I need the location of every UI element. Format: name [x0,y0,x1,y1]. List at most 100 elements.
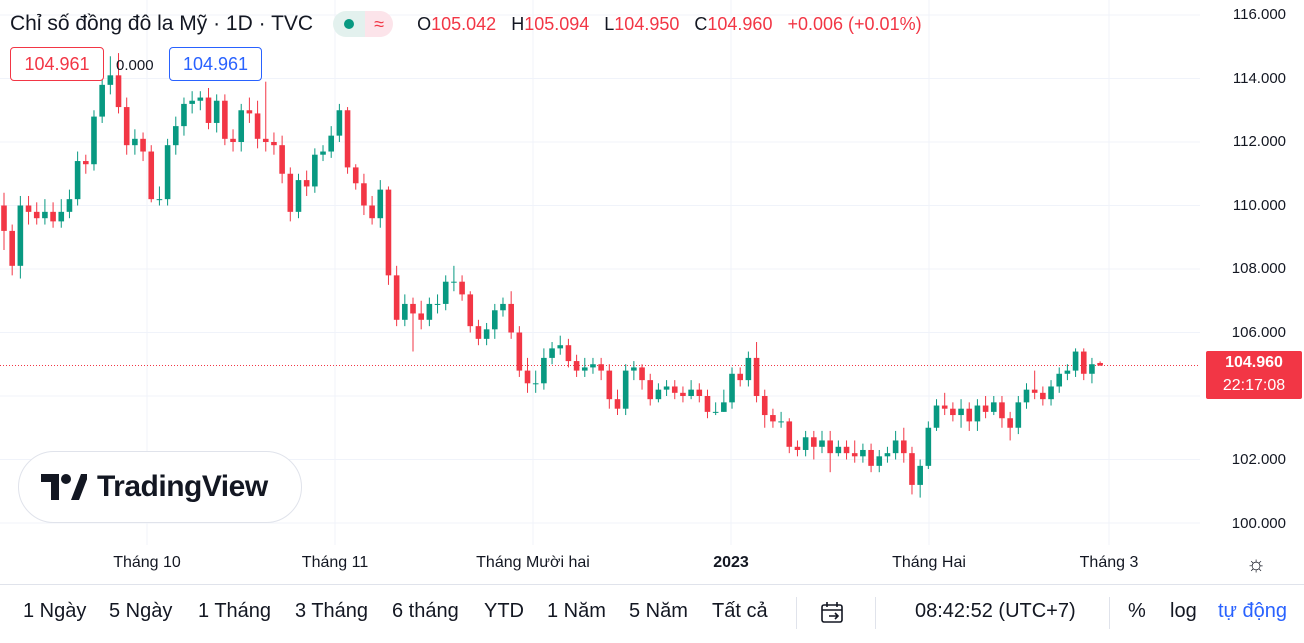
candle-body [802,437,809,450]
candle [83,154,89,174]
candle-body [794,446,801,450]
candle [303,170,310,196]
candle [312,148,318,193]
range-5d-button[interactable]: 5 Ngày [109,600,173,622]
settings-gear-icon[interactable]: ☼ [1246,551,1267,576]
candle [156,186,163,206]
range-all-button[interactable]: Tất cả [712,600,768,622]
y-tick-label: 116.000 [1232,6,1286,23]
y-tick-label: 110.000 [1232,197,1286,214]
candle [1072,348,1079,377]
candle [1097,361,1103,366]
sell-price-button[interactable]: 104.961 [10,47,104,81]
candle [1015,396,1022,435]
range-6m-button[interactable]: 6 tháng [392,600,459,622]
candle [761,389,768,428]
candle-body [230,138,236,142]
candle-body [287,173,294,212]
candle-body [1015,402,1022,428]
candle [287,167,294,222]
low-label: L [604,13,615,34]
candle-body [1048,386,1054,400]
candle [369,195,375,225]
candle [581,357,588,377]
candle-body [761,396,768,416]
candle [680,386,686,403]
candle [925,421,932,470]
candle-body [189,100,195,104]
candle-body [811,437,817,447]
candle-body [369,205,375,219]
candle [729,367,735,409]
candle [671,380,678,400]
range-1m-button[interactable]: 1 Tháng [198,600,272,622]
chart-title[interactable]: Chỉ số đồng đô la Mỹ · 1D · TVC [10,12,314,35]
tradingview-logo[interactable]: TradingView [18,451,302,523]
candle [843,440,850,460]
candle [197,91,204,111]
candle-body [246,110,253,114]
candle-body [1040,392,1046,400]
candle [377,180,384,228]
candle-body [205,97,212,123]
divider [1109,597,1110,629]
candle [598,357,604,381]
auto-scale-toggle[interactable]: tự động [1218,600,1287,622]
candle [721,389,727,412]
y-tick-label: 102.000 [1231,451,1286,468]
range-1y-button[interactable]: 1 Năm [547,600,606,622]
candle [901,427,907,463]
candle [66,189,73,219]
range-1d-button[interactable]: 1 Ngày [23,600,87,622]
candle-body [631,367,637,371]
candle [647,373,654,406]
candle [222,94,228,146]
range-3m-button[interactable]: 3 Tháng [295,600,369,622]
range-5y-button[interactable]: 5 Năm [629,600,688,622]
candle [794,440,801,457]
candle-body [74,161,81,200]
candle [851,440,858,463]
candle [541,348,547,390]
log-scale-toggle[interactable]: log [1170,600,1197,622]
candle-body [860,449,866,457]
range-ytd-button[interactable]: YTD [484,600,524,622]
candle-body [197,97,204,101]
go-to-date-calendar-icon[interactable] [820,601,846,625]
candle-body [222,100,228,139]
candle-body [25,205,32,212]
candle-body [33,211,40,219]
candle [393,265,400,327]
candle-body [958,408,964,416]
percent-scale-toggle[interactable]: % [1128,600,1146,622]
timezone-clock[interactable]: 08:42:52 (UTC+7) [915,600,1076,622]
candle-body [418,313,424,320]
ohlc-values: O105.042 H105.094 L104.950 C104.960 +0.0… [417,14,932,35]
candle-body [639,367,645,381]
candle [238,103,245,152]
candlestick-chart[interactable] [0,0,1304,584]
candle [1031,370,1038,400]
y-tick-label: 112.000 [1232,133,1286,150]
high-label: H [511,13,525,34]
close-value: 104.960 [707,13,773,34]
buy-price-button[interactable]: 104.961 [169,47,262,81]
candle [418,300,424,330]
candle-body [901,440,907,454]
candle [819,430,825,454]
status-badge[interactable]: ≈ [333,11,394,37]
candle-body [990,402,997,412]
x-tick-label: Tháng Hai [892,554,966,571]
candle-body [729,373,735,403]
candle-body [704,396,711,412]
candle-body [238,110,245,142]
candle-body [647,380,654,400]
candle [189,91,195,114]
candle [631,361,637,381]
low-value: 104.950 [614,13,680,34]
candle-body [336,110,343,136]
candle-body [83,161,89,165]
candle [475,319,482,346]
candle-body [819,440,825,447]
candle [860,443,866,463]
